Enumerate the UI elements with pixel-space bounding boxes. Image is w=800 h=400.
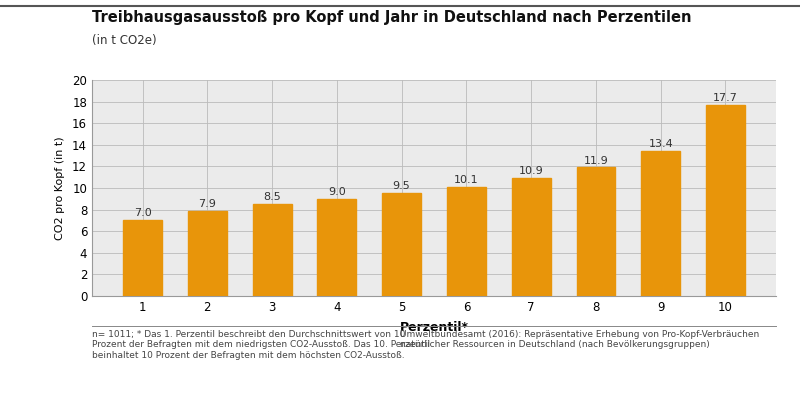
Y-axis label: CO2 pro Kopf (in t): CO2 pro Kopf (in t) (55, 136, 65, 240)
Text: 8.5: 8.5 (263, 192, 281, 202)
Text: 9.5: 9.5 (393, 182, 410, 192)
Bar (188, 211, 226, 296)
Text: 9.0: 9.0 (328, 187, 346, 197)
Bar (123, 220, 162, 296)
Text: (in t CO2e): (in t CO2e) (92, 34, 157, 47)
Bar (253, 204, 291, 296)
Bar (706, 105, 745, 296)
Text: 7.9: 7.9 (198, 199, 216, 209)
Text: n= 1011; * Das 1. Perzentil beschreibt den Durchschnittswert von 10
Prozent der : n= 1011; * Das 1. Perzentil beschreibt d… (92, 330, 430, 360)
Bar (382, 193, 421, 296)
Bar (577, 168, 615, 296)
Bar (318, 199, 356, 296)
Text: 11.9: 11.9 (583, 156, 608, 166)
Bar (512, 178, 550, 296)
Bar (642, 151, 680, 296)
Bar (447, 187, 486, 296)
Text: 10.1: 10.1 (454, 175, 478, 185)
X-axis label: Perzentil*: Perzentil* (399, 321, 469, 334)
Text: 7.0: 7.0 (134, 208, 151, 218)
Text: Treibhausgasausstoß pro Kopf und Jahr in Deutschland nach Perzentilen: Treibhausgasausstoß pro Kopf und Jahr in… (92, 10, 691, 25)
Text: 10.9: 10.9 (518, 166, 543, 176)
Text: 17.7: 17.7 (713, 93, 738, 103)
Text: 13.4: 13.4 (648, 139, 673, 149)
Text: Umweltbundesamt (2016): Repräsentative Erhebung von Pro-Kopf-Verbräuchen
natürli: Umweltbundesamt (2016): Repräsentative E… (400, 330, 759, 350)
